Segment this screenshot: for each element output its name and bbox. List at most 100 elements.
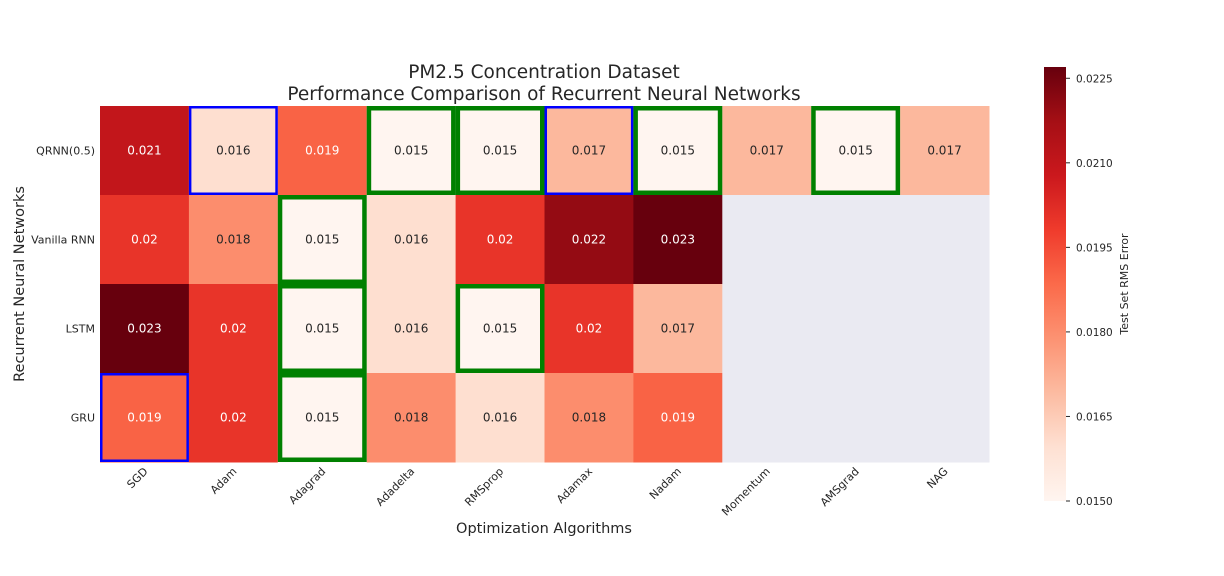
heatmap-cell bbox=[188, 195, 279, 285]
x-tick-label: RMSprop bbox=[462, 465, 506, 509]
heatmap-cell bbox=[900, 106, 990, 196]
highlight-box bbox=[100, 373, 189, 462]
heatmap-cell bbox=[633, 284, 723, 374]
x-tick-label: Momentum bbox=[719, 465, 773, 519]
y-tick-label: LSTM bbox=[66, 323, 95, 336]
heatmap-cell-missing bbox=[811, 284, 901, 374]
cell-value-label: 0.02 bbox=[220, 411, 247, 425]
highlight-box bbox=[188, 106, 278, 195]
heatmap-cell bbox=[100, 195, 190, 285]
heatmap-cell bbox=[455, 284, 545, 374]
y-axis-label: Recurrent Neural Networks bbox=[12, 186, 28, 382]
cell-value-label: 0.015 bbox=[661, 144, 695, 158]
heatmap-cell bbox=[455, 373, 545, 463]
heatmap-cell-missing bbox=[811, 195, 901, 285]
highlight-box bbox=[811, 106, 901, 195]
heatmap-cell-missing bbox=[900, 373, 990, 463]
cell-value-label: 0.015 bbox=[305, 322, 339, 336]
heatmap-cell bbox=[277, 195, 368, 285]
x-tick-label: Adadelta bbox=[373, 465, 417, 509]
highlight-boxes bbox=[100, 106, 901, 462]
y-tick-label: Vanilla RNN bbox=[31, 234, 95, 247]
cell-value-label: 0.015 bbox=[305, 233, 339, 247]
cell-value-label: 0.017 bbox=[750, 144, 784, 158]
highlight-box bbox=[277, 373, 367, 462]
heatmap-cell bbox=[455, 106, 545, 196]
x-axis-label: Optimization Algorithms bbox=[456, 521, 632, 537]
cell-value-label: 0.023 bbox=[661, 233, 695, 247]
cell-value-label: 0.023 bbox=[127, 322, 161, 336]
heatmap-cell bbox=[544, 373, 634, 463]
x-tick-label: NAG bbox=[924, 465, 950, 491]
cell-value-label: 0.015 bbox=[305, 411, 339, 425]
cell-value-label: 0.015 bbox=[394, 144, 428, 158]
colorbar-tick-label: 0.0180 bbox=[1076, 327, 1113, 339]
colorbar-ticks: 0.0150 0.0165 0.0180 0.0195 0.0210 0.0225 bbox=[1066, 73, 1113, 508]
heatmap-cell bbox=[544, 195, 634, 285]
heatmap-cell bbox=[100, 373, 190, 463]
heatmap-cell bbox=[277, 106, 368, 196]
chart-title-line2: Performance Comparison of Recurrent Neur… bbox=[287, 84, 800, 105]
heatmap-cell bbox=[633, 106, 723, 196]
x-tick-label: SGD bbox=[124, 465, 150, 491]
heatmap-cell bbox=[366, 373, 457, 463]
heatmap-cell bbox=[544, 284, 634, 374]
y-tick-label: GRU bbox=[71, 412, 95, 425]
highlight-box bbox=[277, 284, 367, 373]
heatmap-cell bbox=[633, 373, 723, 463]
x-tick-label: Adamax bbox=[554, 465, 595, 506]
cell-value-label: 0.018 bbox=[394, 411, 428, 425]
heatmap-cell bbox=[633, 195, 723, 285]
y-tick-label: QRNN(0.5) bbox=[36, 145, 95, 158]
heatmap-cell bbox=[366, 106, 457, 196]
heatmap-cell bbox=[100, 106, 190, 196]
cell-value-label: 0.02 bbox=[220, 322, 247, 336]
cell-value-label: 0.02 bbox=[131, 233, 158, 247]
highlight-box bbox=[277, 195, 367, 284]
cell-value-label: 0.018 bbox=[572, 411, 606, 425]
colorbar-label: Test Set RMS Error bbox=[1118, 233, 1131, 336]
highlight-box bbox=[455, 106, 545, 195]
cell-value-label: 0.02 bbox=[487, 233, 514, 247]
cell-value-label: 0.018 bbox=[216, 233, 250, 247]
heatmap-cell bbox=[277, 284, 368, 374]
x-tick-label: Adagrad bbox=[286, 465, 328, 507]
x-tick-label: Adam bbox=[208, 465, 240, 497]
cell-value-label: 0.019 bbox=[127, 411, 161, 425]
cell-value-label: 0.016 bbox=[216, 144, 250, 158]
colorbar-tick-label: 0.0165 bbox=[1076, 411, 1113, 423]
heatmap-cell bbox=[722, 106, 812, 196]
heatmap-cell-missing bbox=[811, 373, 901, 463]
heatmap-cell bbox=[188, 284, 279, 374]
heatmap-cell bbox=[188, 106, 279, 196]
colorbar bbox=[1044, 67, 1066, 501]
cell-value-label: 0.021 bbox=[127, 144, 161, 158]
heatmap-cell-missing bbox=[900, 195, 990, 285]
cell-value-label: 0.019 bbox=[661, 411, 695, 425]
colorbar-tick-label: 0.0195 bbox=[1076, 242, 1113, 254]
cell-value-label: 0.016 bbox=[394, 233, 428, 247]
highlight-box bbox=[544, 106, 634, 195]
cell-value-label: 0.019 bbox=[305, 144, 339, 158]
cell-value-label: 0.015 bbox=[483, 144, 517, 158]
heatmap-cell bbox=[455, 195, 545, 285]
heatmap-cell bbox=[366, 284, 457, 374]
heatmap-cell-missing bbox=[722, 195, 812, 285]
cell-value-label: 0.017 bbox=[661, 322, 695, 336]
cell-value-label: 0.02 bbox=[576, 322, 603, 336]
heatmap-cell-missing bbox=[722, 373, 812, 463]
cell-value-label: 0.017 bbox=[927, 144, 961, 158]
cell-value-label: 0.022 bbox=[572, 233, 606, 247]
chart-title-line1: PM2.5 Concentration Dataset bbox=[408, 62, 680, 83]
highlight-box bbox=[633, 106, 723, 195]
cell-value-label: 0.016 bbox=[483, 411, 517, 425]
cell-value-label: 0.015 bbox=[483, 322, 517, 336]
heatmap-cell-missing bbox=[722, 284, 812, 374]
heatmap-cell-missing bbox=[900, 284, 990, 374]
heatmap-cells: 0.021 0.016 0.019 0.015 0.015 0.017 0.015 0.017… bbox=[100, 106, 990, 463]
cell-value-label: 0.015 bbox=[838, 144, 872, 158]
colorbar-tick-label: 0.0225 bbox=[1076, 73, 1113, 85]
heatmap-cell bbox=[811, 106, 901, 196]
heatmap-cell bbox=[100, 284, 190, 374]
